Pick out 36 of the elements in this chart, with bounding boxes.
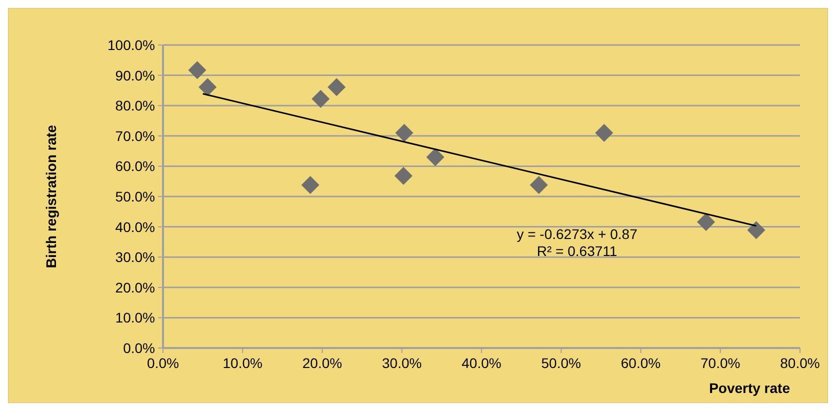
- x-tick-label: 10.0%: [222, 355, 262, 371]
- x-tick-label: 40.0%: [462, 355, 502, 371]
- y-tick-label: 60.0%: [115, 158, 155, 174]
- point: [530, 176, 548, 194]
- y-tick-label: 50.0%: [115, 188, 155, 204]
- point: [747, 221, 766, 240]
- y-tick-label: 20.0%: [115, 279, 155, 296]
- point: [312, 90, 330, 108]
- y-tick-label: 10.0%: [115, 310, 155, 326]
- point: [395, 124, 414, 142]
- point: [198, 78, 217, 96]
- y-axis-title: Birth registration rate: [43, 124, 59, 268]
- y-tick-label: 100.0%: [108, 37, 155, 53]
- x-tick-label: 60.0%: [620, 355, 661, 371]
- x-tick-label: 50.0%: [541, 355, 581, 371]
- point: [697, 212, 716, 231]
- y-tick-label: 30.0%: [115, 249, 155, 266]
- x-axis-title: Poverty rate: [709, 380, 790, 396]
- point: [328, 78, 346, 96]
- y-tick-label: 90.0%: [115, 67, 155, 84]
- point: [301, 176, 320, 194]
- y-tick-label: 40.0%: [115, 218, 155, 235]
- annotation: y = -0.6273x + 0.87: [516, 226, 638, 242]
- y-tick-label: 70.0%: [115, 128, 155, 144]
- y-tick-label: 0.0%: [123, 340, 155, 356]
- point: [426, 148, 444, 166]
- x-tick-label: 0.0%: [147, 355, 179, 371]
- point: [394, 166, 412, 185]
- point: [188, 61, 206, 80]
- y-tick-label: 80.0%: [115, 98, 155, 114]
- x-tick-label: 70.0%: [700, 355, 740, 371]
- x-tick-label: 80.0%: [780, 355, 820, 371]
- x-tick-label: 30.0%: [382, 355, 422, 371]
- annotation: R² = 0.63711: [536, 242, 618, 259]
- x-tick-label: 20.0%: [302, 355, 342, 371]
- point: [595, 124, 614, 142]
